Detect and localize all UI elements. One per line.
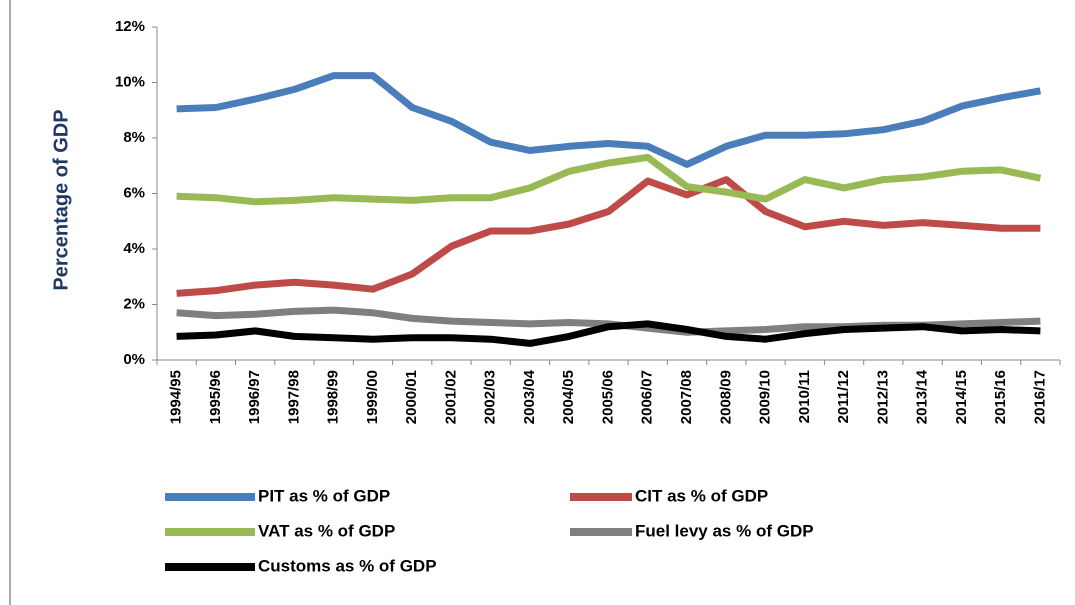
x-tick-label: 2005/06 (599, 370, 616, 424)
y-tick-label: 4% (123, 240, 145, 257)
x-tick-label: 2016/17 (1031, 370, 1048, 424)
x-tick-label: 2003/04 (521, 369, 538, 424)
x-tick-label: 2012/13 (874, 370, 891, 424)
legend-label: PIT as % of GDP (258, 486, 390, 505)
y-tick-label: 8% (123, 129, 145, 146)
legend-label: Customs as % of GDP (258, 556, 437, 575)
x-tick-label: 1995/96 (207, 370, 224, 424)
x-tick-label: 2015/16 (992, 370, 1009, 424)
x-tick-label: 2010/11 (796, 370, 813, 423)
y-tick-label: 0% (123, 351, 145, 368)
y-tick-label: 10% (115, 73, 145, 90)
x-tick-label: 2000/01 (403, 370, 420, 424)
x-tick-label: 2013/14 (914, 369, 931, 424)
x-tick-label: 2009/10 (757, 370, 774, 424)
y-tick-label: 6% (123, 184, 145, 201)
x-tick-label: 1999/00 (364, 370, 381, 424)
x-tick-label: 2007/08 (678, 370, 695, 424)
series-line (176, 153, 1042, 206)
x-tick-label: 2002/03 (482, 370, 499, 424)
x-tick-label: 1996/97 (246, 370, 263, 424)
x-tick-label: 1994/95 (168, 370, 185, 424)
x-tick-label: 2008/09 (717, 370, 734, 424)
legend-label: CIT as % of GDP (635, 486, 768, 505)
legend-label: Fuel levy as % of GDP (635, 521, 814, 540)
series-line (176, 320, 1041, 347)
series-line (176, 176, 1041, 297)
x-tick-label: 2014/15 (953, 370, 970, 424)
x-tick-label: 1998/99 (325, 370, 342, 424)
y-tick-label: 12% (115, 18, 145, 35)
x-tick-label: 2006/07 (639, 370, 656, 424)
x-tick-label: 2011/12 (835, 370, 852, 423)
x-tick-label: 2004/05 (560, 370, 577, 424)
legend-label: VAT as % of GDP (258, 521, 395, 540)
x-tick-label: 2001/02 (442, 370, 459, 424)
y-axis-title: Percentage of GDP (50, 109, 72, 290)
series-line (176, 72, 1042, 168)
x-tick-label: 1997/98 (285, 370, 302, 424)
y-tick-label: 2% (123, 295, 145, 312)
